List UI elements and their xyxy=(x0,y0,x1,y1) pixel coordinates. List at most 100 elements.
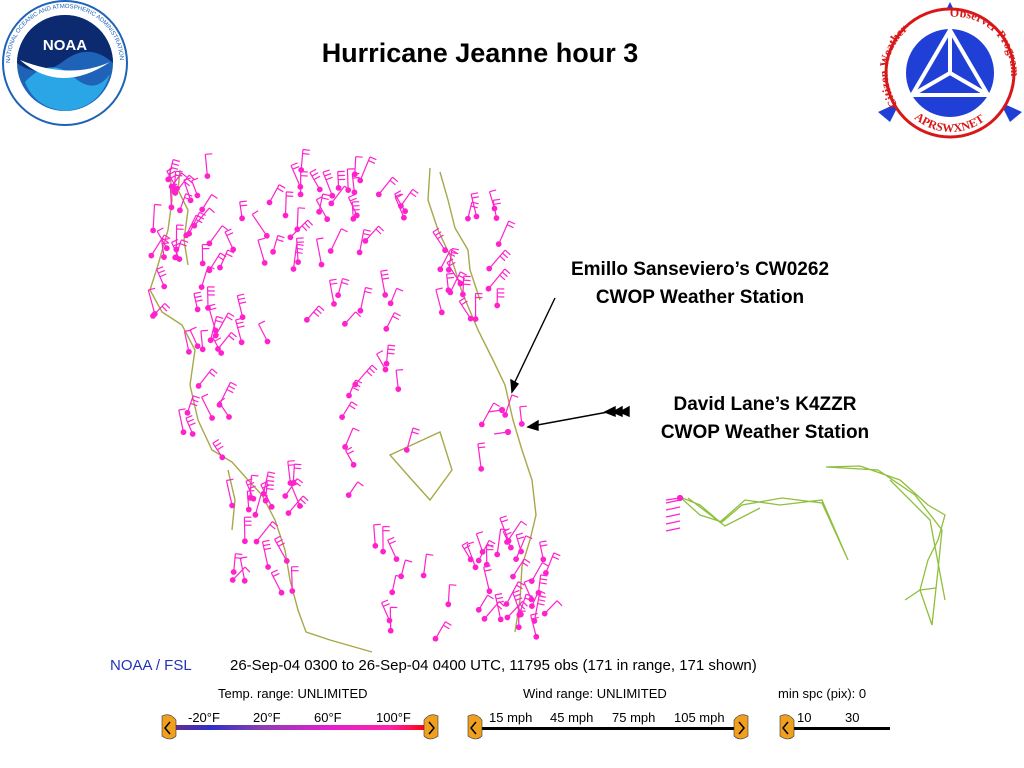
station-barb xyxy=(239,556,248,584)
station-barb xyxy=(239,200,248,222)
station-barb xyxy=(191,207,215,229)
station-barb xyxy=(212,438,226,461)
station-barb xyxy=(335,278,350,299)
callout-arrows xyxy=(510,297,630,431)
station-barb xyxy=(472,292,483,322)
station-barb xyxy=(225,478,236,509)
station-barb xyxy=(486,249,511,272)
station-barb xyxy=(199,244,210,267)
station-barb xyxy=(458,297,474,322)
wind-slider[interactable] xyxy=(467,714,749,740)
station-barb xyxy=(290,243,304,272)
station-barb xyxy=(236,293,247,321)
station-barb xyxy=(503,581,525,607)
station-barb xyxy=(447,271,467,296)
station-barb xyxy=(316,237,325,268)
station-barb xyxy=(183,177,194,204)
station-barb xyxy=(345,446,357,468)
temp-tick: -20°F xyxy=(188,710,220,725)
station-barb xyxy=(466,541,479,571)
station-barb xyxy=(193,291,203,313)
station-barb xyxy=(437,248,457,273)
station-barb xyxy=(541,600,563,617)
temp-range-label: Temp. range: UNLIMITED xyxy=(218,686,368,701)
temp-tick: 20°F xyxy=(253,710,281,725)
station-barb xyxy=(495,220,516,248)
station-barb xyxy=(530,612,540,640)
station-barb xyxy=(515,610,526,631)
station-barb xyxy=(161,238,170,261)
station-barb xyxy=(290,463,302,486)
station-barb xyxy=(298,148,310,173)
station-barb xyxy=(156,227,170,252)
station-barb xyxy=(381,599,393,624)
station-barb xyxy=(191,177,201,199)
station-barb xyxy=(148,234,171,259)
station-barb xyxy=(270,234,285,255)
station-barb xyxy=(229,566,251,583)
station-barb xyxy=(342,427,360,450)
station-barb xyxy=(274,535,290,564)
station-barb xyxy=(199,194,218,213)
station-barb xyxy=(289,566,299,594)
station-barb xyxy=(357,156,377,184)
wind-tick: 75 mph xyxy=(612,710,656,725)
slide-title: Hurricane Jeanne hour 3 xyxy=(321,38,639,68)
station-barb xyxy=(420,553,434,579)
cwop-logo: Citizen Weather Observer Program APRSWXN… xyxy=(877,2,1022,139)
callout-david-line1: David Lane’s K4ZZR xyxy=(673,394,857,415)
station-barb xyxy=(147,287,158,317)
station-barb xyxy=(258,320,271,345)
station-barb xyxy=(535,574,548,596)
station-barb xyxy=(372,523,381,549)
station-barb xyxy=(285,495,309,516)
spc-tick: 30 xyxy=(845,710,860,725)
station-barb xyxy=(218,397,232,420)
station-barb xyxy=(150,203,162,234)
station-barb xyxy=(375,176,399,198)
callout-emillo-line1: Emillo Sanseviero’s CW0262 xyxy=(570,259,830,280)
station-barb xyxy=(266,184,286,206)
station-barb xyxy=(282,191,294,219)
spacing-slider[interactable] xyxy=(779,714,890,740)
station-barb xyxy=(329,278,338,307)
station-barb xyxy=(253,521,279,545)
station-barb xyxy=(465,201,479,222)
station-barb xyxy=(230,553,243,575)
station-barb xyxy=(173,224,184,253)
station-barb xyxy=(241,516,252,545)
station-barb xyxy=(387,536,400,562)
wind-tick: 105 mph xyxy=(674,710,725,725)
station-barb xyxy=(261,539,272,570)
station-barb xyxy=(350,201,360,222)
station-barb xyxy=(304,305,325,323)
station-barb xyxy=(481,601,505,622)
station-barb xyxy=(339,401,358,421)
station-barb xyxy=(178,408,187,436)
station-barb xyxy=(523,579,535,603)
wind-tick: 45 mph xyxy=(550,710,594,725)
callout-david-station: David Lane’s K4ZZR CWOP Weather Station xyxy=(625,391,905,447)
station-barb xyxy=(387,287,404,307)
station-barb xyxy=(156,266,168,290)
station-barb xyxy=(502,528,514,551)
station-barb xyxy=(470,192,480,220)
station-barb xyxy=(432,621,452,642)
station-barb xyxy=(398,559,413,580)
temp-slider-left-handle xyxy=(161,714,177,740)
station-barb xyxy=(477,442,486,472)
station-barb xyxy=(322,169,336,199)
legend-bars xyxy=(161,714,890,740)
station-barb xyxy=(389,574,403,596)
station-barb xyxy=(185,415,196,437)
station-barb xyxy=(518,405,527,427)
min-spacing-label: min spc (pix): 0 xyxy=(778,686,867,701)
station-barb xyxy=(224,228,237,253)
station-barb xyxy=(356,229,371,256)
station-barb xyxy=(309,168,323,193)
station-barb xyxy=(383,312,401,332)
temp-slider[interactable] xyxy=(161,714,439,740)
station-barb xyxy=(206,252,227,274)
station-barb xyxy=(186,211,206,237)
station-barb xyxy=(445,247,460,273)
